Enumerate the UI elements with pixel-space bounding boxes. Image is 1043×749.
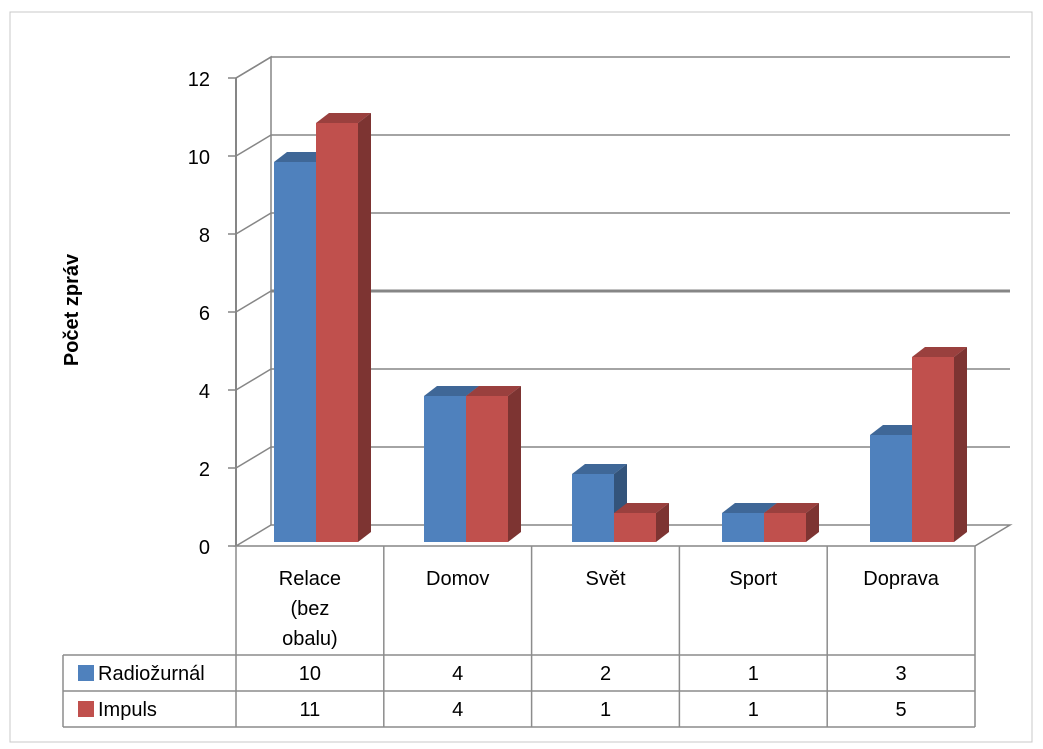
x-category-label: Domov bbox=[426, 568, 489, 590]
legend-label: Impuls bbox=[98, 699, 157, 721]
y-tick-label: 2 bbox=[199, 459, 210, 481]
y-tick-label: 8 bbox=[199, 225, 210, 247]
table-cell: 1 bbox=[748, 663, 759, 685]
data-table: Relace (bez obalu) Domov Svět Sport Doprava Rad… bbox=[62, 546, 976, 728]
bars bbox=[274, 113, 967, 542]
bar bbox=[764, 513, 806, 542]
gridlines bbox=[235, 56, 1010, 469]
chart-border bbox=[9, 11, 1033, 743]
gridline-side bbox=[235, 56, 272, 79]
table-cell: 11 bbox=[300, 699, 321, 721]
bar bbox=[274, 162, 316, 542]
bar bbox=[316, 123, 358, 542]
x-category-label: (bez bbox=[290, 598, 329, 620]
y-tick-label: 4 bbox=[199, 381, 210, 403]
bar-side bbox=[954, 347, 967, 542]
table-cell: 1 bbox=[600, 699, 611, 721]
legend-swatch bbox=[78, 701, 94, 717]
bar-group bbox=[722, 503, 819, 542]
bar-side bbox=[806, 503, 819, 542]
bar-top bbox=[614, 503, 669, 513]
bar-top bbox=[870, 425, 925, 435]
table-cell: 4 bbox=[452, 699, 463, 721]
bar-top bbox=[722, 503, 777, 513]
y-tick-label: 12 bbox=[188, 69, 210, 91]
table-cell: 10 bbox=[299, 663, 321, 685]
bar-group bbox=[424, 386, 521, 542]
bar bbox=[870, 435, 912, 542]
y-tick-label: 0 bbox=[199, 537, 210, 559]
bar-group bbox=[870, 347, 967, 542]
bar bbox=[466, 396, 508, 542]
bar-top bbox=[316, 113, 371, 123]
gridline-side bbox=[235, 134, 272, 157]
bar-top bbox=[424, 386, 479, 396]
legend-swatch bbox=[78, 665, 94, 681]
bar-side bbox=[508, 386, 521, 542]
x-category-label: obalu) bbox=[282, 628, 338, 650]
bar-top bbox=[466, 386, 521, 396]
table-cell: 2 bbox=[600, 663, 611, 685]
table-cell: 4 bbox=[452, 663, 463, 685]
bar bbox=[424, 396, 466, 542]
bar bbox=[572, 474, 614, 542]
gridline-side bbox=[235, 212, 272, 235]
table-cell: 3 bbox=[896, 663, 907, 685]
gridline-side bbox=[235, 290, 272, 313]
bar-top bbox=[274, 152, 329, 162]
y-axis-ticks: 0 2 4 6 8 10 12 bbox=[188, 69, 236, 559]
x-category-label: Relace bbox=[279, 568, 341, 590]
bar-top bbox=[572, 464, 627, 474]
gridline-side bbox=[235, 368, 272, 391]
bar-group bbox=[274, 113, 371, 542]
bar-top bbox=[764, 503, 819, 513]
y-tick-label: 10 bbox=[188, 147, 210, 169]
table-cell: 5 bbox=[896, 699, 907, 721]
bar-group bbox=[572, 464, 669, 542]
bar bbox=[614, 513, 656, 542]
bar-side bbox=[358, 113, 371, 542]
bar-side bbox=[656, 503, 669, 542]
x-category-label: Sport bbox=[729, 568, 777, 590]
legend-label: Radiožurnál bbox=[98, 663, 205, 685]
y-axis-label: Počet zpráv bbox=[61, 253, 83, 366]
bar-top bbox=[912, 347, 967, 357]
gridline-side bbox=[235, 446, 272, 469]
bar bbox=[912, 357, 954, 542]
y-tick-label: 6 bbox=[199, 303, 210, 325]
x-category-label: Svět bbox=[585, 568, 625, 590]
x-category-label: Doprava bbox=[863, 568, 939, 590]
bar bbox=[722, 513, 764, 542]
table-cell: 1 bbox=[748, 699, 759, 721]
